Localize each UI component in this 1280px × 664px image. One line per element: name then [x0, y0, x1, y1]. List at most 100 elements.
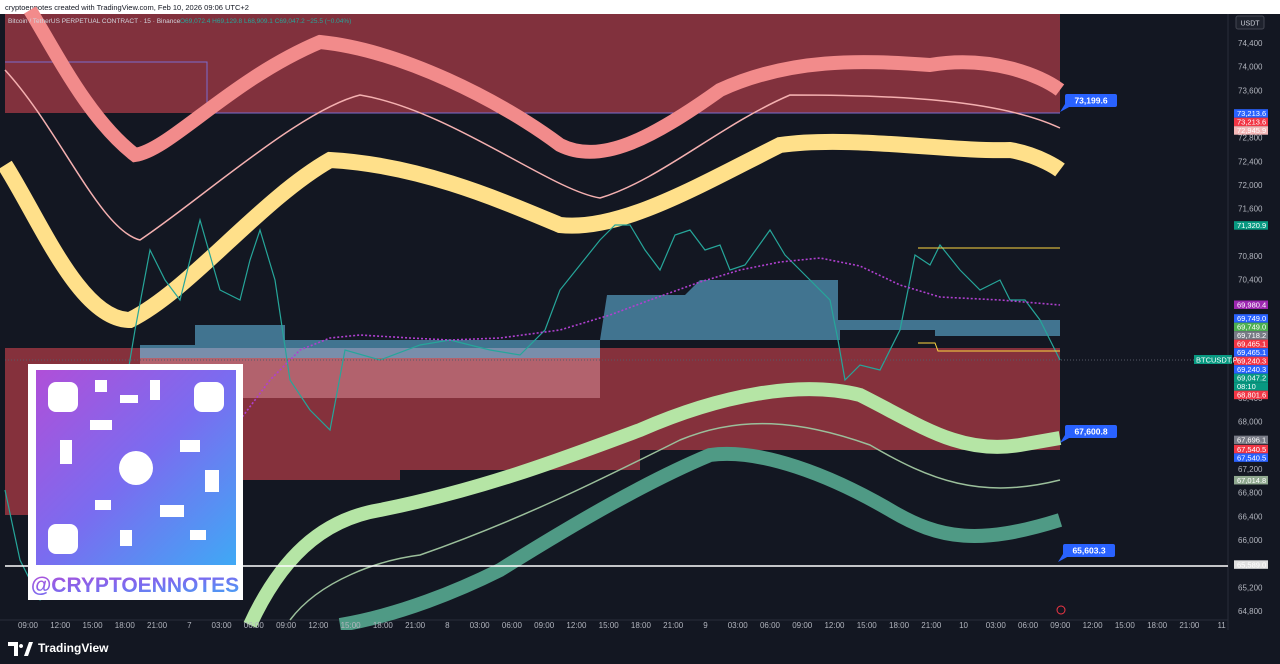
time-label: 03:00 — [470, 621, 491, 630]
time-label: 12:00 — [824, 621, 845, 630]
price-label: 66,800 — [1238, 489, 1263, 498]
callout — [1065, 425, 1117, 438]
price-tag-label: 67,540.5 — [1237, 445, 1266, 454]
time-label: 15:00 — [83, 621, 104, 630]
event-marker — [1056, 605, 1066, 615]
callout — [1065, 94, 1117, 107]
band-yellow — [0, 133, 1065, 329]
price-label: 73,600 — [1238, 86, 1263, 95]
price-tag — [1234, 382, 1268, 391]
price-tag-label: 72,945.9 — [1237, 126, 1266, 135]
price-tag — [1234, 365, 1268, 374]
time-label: 09:00 — [18, 621, 39, 630]
symbol-tag-label: BTCUSDT.P — [1196, 356, 1238, 365]
price-tag-label: 65,589.0 — [1237, 560, 1266, 569]
zone-edge — [5, 61, 1060, 114]
qr-pattern — [48, 380, 224, 554]
price-label: 74,000 — [1238, 63, 1263, 72]
time-label: 12:00 — [50, 621, 71, 630]
price-tag — [1234, 475, 1268, 485]
price-label: 65,200 — [1238, 583, 1263, 592]
callout-label: 67,600.8 — [1074, 427, 1107, 437]
watermark: @CRYPTOENNOTES — [31, 574, 239, 597]
band-lower — [243, 382, 1062, 628]
time-label: 09:00 — [792, 621, 813, 630]
price-tag-label: 67,014.8 — [1237, 476, 1266, 485]
price-tag — [1234, 560, 1268, 569]
price-tag-label: 71,320.9 — [1237, 221, 1266, 230]
time-label: 9 — [703, 621, 708, 630]
price-tag — [1234, 453, 1268, 462]
time-label: 12:00 — [1083, 621, 1104, 630]
time-label: 18:00 — [1147, 621, 1168, 630]
price-label: 66,400 — [1238, 512, 1263, 521]
symbol-tag — [1194, 355, 1232, 364]
price-tag-label: 69,240.3 — [1237, 365, 1266, 374]
time-label: 06:00 — [1018, 621, 1039, 630]
time-label: 15:00 — [857, 621, 878, 630]
time-label: 15:00 — [341, 621, 362, 630]
time-label: 15:00 — [1115, 621, 1136, 630]
price-label: 67,200 — [1238, 465, 1263, 474]
price-label: 70,400 — [1238, 276, 1263, 285]
band-deep — [338, 447, 1063, 632]
price-tag-label: 69,718.2 — [1237, 331, 1266, 340]
time-label: 09:00 — [534, 621, 555, 630]
price-label: 74,400 — [1238, 39, 1263, 48]
time-label: 21:00 — [663, 621, 684, 630]
time-label: 03:00 — [212, 621, 233, 630]
time-label: 18:00 — [115, 621, 136, 630]
time-label: 06:00 — [760, 621, 781, 630]
price-tag — [1234, 109, 1268, 118]
price-label: 68,000 — [1238, 418, 1263, 427]
price-label: 72,000 — [1238, 181, 1263, 190]
time-label: 09:00 — [1050, 621, 1071, 630]
price-tag-label: 73,213.6 — [1237, 109, 1266, 118]
logo — [8, 642, 33, 656]
currency-button[interactable] — [1235, 15, 1265, 30]
time-label: 11 — [1217, 621, 1226, 630]
price-tag-label: 69,465.1 — [1237, 340, 1266, 349]
price-tag — [1234, 314, 1268, 323]
time-label: 18:00 — [631, 621, 652, 630]
price-label: 71,600 — [1238, 205, 1263, 214]
time-label: 21:00 — [1179, 621, 1200, 630]
price-tag-label: 73,213.6 — [1237, 118, 1266, 127]
price-label: 72,400 — [1238, 157, 1263, 166]
price-tag-label: 69,465.1 — [1237, 348, 1266, 357]
time-label: 12:00 — [566, 621, 587, 630]
time-label: 09:00 — [276, 621, 297, 630]
callout-label: 65,603.3 — [1072, 546, 1105, 556]
time-label: 03:00 — [986, 621, 1007, 630]
price-tag — [1234, 435, 1268, 445]
time-label: 21:00 — [147, 621, 168, 630]
price-tag — [1234, 444, 1268, 454]
time-label: 03:00 — [728, 621, 749, 630]
price-tag — [1234, 373, 1268, 383]
price-tag — [1234, 339, 1268, 349]
price-tag-label: 68,801.6 — [1237, 391, 1266, 400]
price-tag — [1234, 126, 1268, 135]
band-mid-lower — [289, 422, 1061, 621]
price-tag-label: 69,240.3 — [1237, 357, 1266, 366]
legend-ohlc: O69,072.4 H69,129.8 L68,909.1 C69,047.2 … — [180, 18, 351, 25]
price-tag — [1234, 356, 1268, 366]
time-label: 06:00 — [244, 621, 265, 630]
callout — [1063, 544, 1115, 557]
footer-brand: TradingView — [38, 641, 109, 655]
price-label: 72,800 — [1238, 134, 1263, 143]
price-label: 64,800 — [1238, 607, 1263, 616]
band-upper — [23, 6, 1065, 163]
time-label: 21:00 — [921, 621, 942, 630]
currency[interactable]: USDT — [1240, 21, 1260, 28]
level-line — [918, 342, 1060, 352]
price-tag — [1234, 117, 1268, 127]
price-tag-label: 69,749.0 — [1237, 314, 1266, 323]
price-tag-label: 69,980.4 — [1237, 300, 1266, 309]
legend-symbol: Bitcoin / TetherUS PERPETUAL CONTRACT · … — [8, 18, 181, 25]
price-tag — [1234, 322, 1268, 332]
price-tag — [1234, 221, 1268, 230]
callout-label: 73,199.6 — [1074, 96, 1107, 106]
price-tag — [1234, 348, 1268, 357]
